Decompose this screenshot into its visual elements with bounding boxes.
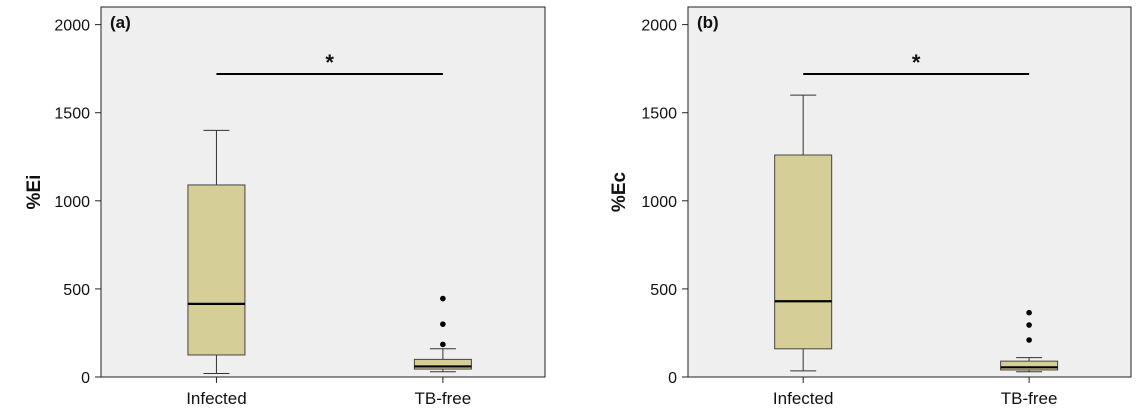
box-iqr <box>774 154 833 350</box>
y-tick-label: 1000 <box>54 194 90 211</box>
outlier-point <box>440 321 446 327</box>
y-tick-label: 0 <box>81 370 90 387</box>
y-tick-label: 1000 <box>641 194 677 211</box>
outlier-point <box>440 341 446 348</box>
y-tick-label: 2000 <box>54 18 90 35</box>
box-infected <box>187 129 246 374</box>
y-axis-label: %Ec <box>609 172 630 213</box>
box-iqr <box>1000 360 1059 371</box>
panel-label: (b) <box>697 13 719 32</box>
y-tick-label: 2000 <box>641 18 677 35</box>
panel-a: 0 500 1000 1500 2000 Infected TB-free %Ei (a) * <box>24 6 546 408</box>
outlier-point <box>440 295 446 302</box>
x-tick-label: TB-free <box>1001 389 1058 408</box>
panel-b: 0 500 1000 1500 2000 Infected TB-free %Ec (b) * <box>609 6 1132 408</box>
y-axis-label: %Ei <box>24 175 45 210</box>
y-tick-label: 1500 <box>54 106 90 123</box>
box-iqr <box>187 184 246 356</box>
x-tick-label: Infected <box>773 389 834 408</box>
panel-label: (a) <box>110 13 131 32</box>
x-tick-label: Infected <box>186 389 247 408</box>
outlier-point <box>1026 337 1032 343</box>
box-iqr <box>413 358 472 370</box>
box-tb-free <box>413 295 472 373</box>
plot-area <box>100 6 546 378</box>
y-tick-label: 500 <box>63 282 90 299</box>
outlier-point <box>1026 322 1032 328</box>
y-tick-label: 0 <box>668 370 677 387</box>
box-tb-free <box>1000 309 1059 373</box>
y-tick-label: 500 <box>650 282 677 299</box>
y-tick-label: 1500 <box>641 106 677 123</box>
significance-marker: * <box>912 50 921 75</box>
plot-area <box>687 6 1132 378</box>
box-infected <box>774 94 833 372</box>
outlier-point <box>1026 309 1032 316</box>
x-tick-label: TB-free <box>415 389 472 408</box>
significance-marker: * <box>325 50 334 75</box>
